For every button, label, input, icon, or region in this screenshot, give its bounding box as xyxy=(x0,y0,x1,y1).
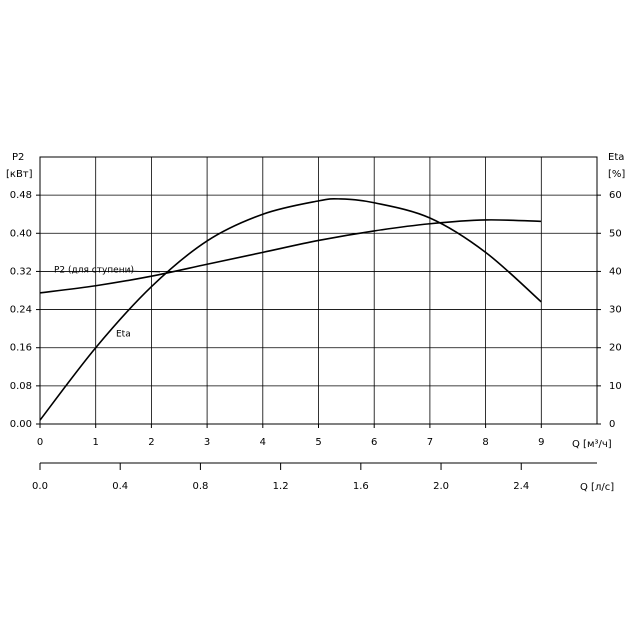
x-tick-label: 4 xyxy=(260,437,266,448)
annotation: P2 (для ступени) xyxy=(54,266,134,276)
x2-tick-label: 2.4 xyxy=(513,481,529,492)
x-tick-label: 0 xyxy=(37,437,43,448)
y-tick-label: 0.08 xyxy=(10,381,32,392)
x-tick-label: 8 xyxy=(482,437,488,448)
x-tick-label: 5 xyxy=(315,437,321,448)
x-tick-label: 9 xyxy=(538,437,544,448)
x2-tick-label: 1.6 xyxy=(353,481,369,492)
curve xyxy=(39,219,542,294)
y-tick-label: 0.40 xyxy=(10,228,32,239)
y2-tick-label: 10 xyxy=(609,381,622,392)
y-tick-label: 0.24 xyxy=(10,305,32,316)
y2-tick-label: 30 xyxy=(609,305,622,316)
x-tick-label: 7 xyxy=(427,437,433,448)
y-label: P2 xyxy=(12,152,24,163)
x-tick-label: 1 xyxy=(93,437,99,448)
curve xyxy=(39,197,542,421)
y2-label: Eta xyxy=(608,152,624,163)
y-tick-label: 0.32 xyxy=(10,266,32,277)
y2-unit: [%] xyxy=(608,169,625,180)
x-label: Q [м³/ч] xyxy=(572,439,612,450)
x-tick-label: 2 xyxy=(148,437,154,448)
y2-tick-label: 20 xyxy=(609,343,622,354)
x2-label: Q [л/с] xyxy=(580,482,614,493)
x-tick-label: 3 xyxy=(204,437,210,448)
x-tick-label: 6 xyxy=(371,437,377,448)
x2-tick-label: 2.0 xyxy=(433,481,449,492)
y2-tick-label: 50 xyxy=(609,228,622,239)
y-tick-label: 0.16 xyxy=(10,343,32,354)
x2-tick-label: 0.4 xyxy=(112,481,128,492)
x2-tick-label: 0.8 xyxy=(192,481,208,492)
x2-tick-label: 0.0 xyxy=(32,481,48,492)
y-unit: [кВт] xyxy=(6,169,33,180)
y-tick-label: 0.00 xyxy=(10,419,32,430)
y2-tick-label: 0 xyxy=(609,419,615,430)
annotation: Eta xyxy=(116,330,131,340)
y2-tick-label: 40 xyxy=(609,266,622,277)
y-tick-label: 0.48 xyxy=(10,190,32,201)
x2-tick-label: 1.2 xyxy=(273,481,289,492)
y2-tick-label: 60 xyxy=(609,190,622,201)
